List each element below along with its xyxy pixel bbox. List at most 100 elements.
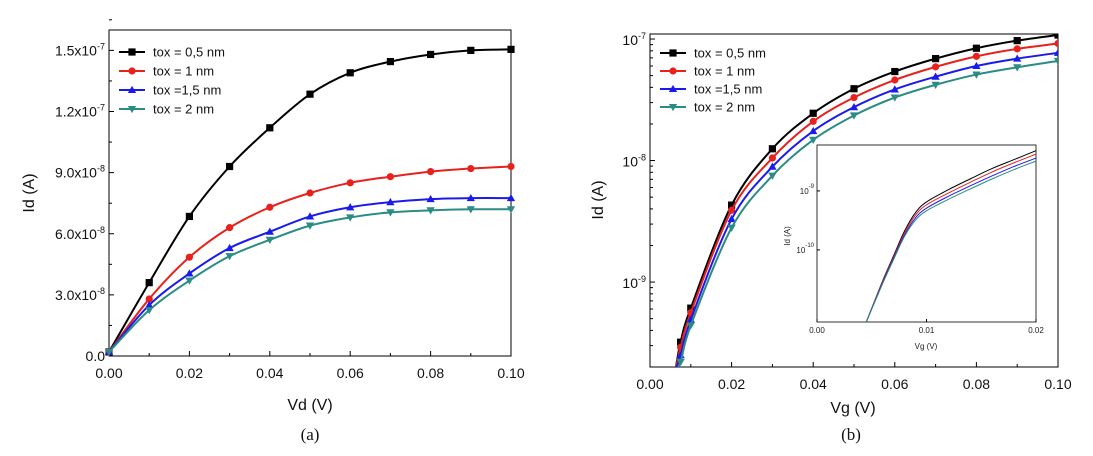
panel-b-ylabel: Id (A)	[590, 180, 607, 219]
data-point	[972, 71, 981, 79]
data-point	[266, 203, 274, 211]
inset-x-tick-label: 0.02	[1028, 326, 1044, 335]
data-point	[145, 300, 154, 309]
data-point	[306, 189, 314, 197]
data-point	[266, 124, 274, 132]
y-tick-label: 6.0x10-8	[55, 225, 105, 242]
legend-marker-3	[127, 105, 137, 114]
data-point	[728, 206, 736, 214]
y-tick-label: 9.0x10-8	[55, 164, 105, 181]
data-point	[931, 81, 940, 89]
data-point	[225, 243, 234, 252]
data-point	[727, 214, 736, 223]
legend-marker-2	[127, 85, 137, 94]
x-tick-label: 0.00	[95, 365, 122, 381]
data-point	[305, 222, 315, 230]
data-point	[891, 67, 899, 76]
data-point	[265, 236, 274, 245]
data-point	[849, 112, 859, 120]
y-tick-label: 0.0	[86, 348, 106, 364]
data-point	[467, 164, 475, 173]
data-point	[931, 72, 940, 80]
data-point	[346, 179, 354, 187]
legend-label-3: tox = 2 nm	[153, 102, 214, 117]
data-point	[426, 207, 435, 215]
data-point	[676, 358, 685, 367]
data-point	[507, 45, 515, 53]
inset-ticks: 0.00 0.01 0.02 10-10 10-9	[796, 184, 1044, 335]
data-point	[386, 209, 395, 217]
data-point	[1053, 48, 1058, 56]
data-point	[932, 63, 940, 71]
data-point	[185, 277, 194, 285]
data-point	[891, 76, 899, 84]
legend-label-2: tox =1,5 nm	[694, 82, 762, 97]
data-point	[1053, 57, 1058, 66]
x-tick-label: 0.00	[636, 376, 663, 392]
data-point	[768, 154, 777, 162]
data-point	[427, 50, 435, 59]
inset-x-tick-label: 0.00	[809, 326, 825, 335]
data-point	[386, 173, 394, 181]
y-tick-label: 10-9	[622, 274, 646, 291]
panel-b-ticks: 0.00 0.02 0.04 0.06 0.08 0.10 10-9 10-8 10-7	[622, 31, 1071, 392]
data-point	[850, 93, 858, 102]
data-point	[972, 52, 981, 60]
data-point	[145, 295, 153, 303]
y-tick-label: 10-7	[622, 31, 646, 48]
y-tick-label: 10-8	[622, 153, 646, 170]
legend-label-1: tox = 1 nm	[694, 64, 755, 79]
x-tick-label: 0.06	[881, 376, 908, 392]
y-tick-label: 1.5x10-7	[55, 41, 105, 58]
x-tick-label: 0.08	[417, 365, 444, 381]
panel-a-caption: (a)	[301, 425, 320, 444]
data-point	[507, 162, 515, 171]
y-tick-label: 1.2x10-7	[55, 103, 105, 120]
data-point	[145, 279, 153, 287]
inset-plot-frame	[816, 144, 1037, 323]
panel-b-inset-chart: 0.00 0.01 0.02 10-10 10-9 Vg (V) Id (A)	[783, 144, 1044, 351]
legend-marker-3	[668, 103, 678, 112]
data-point	[104, 348, 114, 357]
panel-a-series	[104, 45, 516, 357]
x-tick-label: 0.06	[337, 365, 364, 381]
legend-marker-1	[669, 67, 677, 75]
data-point	[890, 94, 899, 102]
data-point	[466, 206, 475, 214]
panel-b-chart: 0.00 0.02 0.04 0.06 0.08 0.10 10-9 10-8 10-7 tox…	[590, 31, 1072, 444]
data-point	[850, 85, 858, 93]
data-point	[506, 206, 516, 214]
legend-label-0: tox = 0,5 nm	[694, 46, 766, 61]
inset-series	[865, 150, 1037, 323]
data-point	[265, 227, 274, 235]
legend-label-3: tox = 2 nm	[694, 100, 755, 115]
legend-marker-0	[669, 49, 677, 57]
data-point	[972, 61, 981, 70]
series-line-2	[108, 197, 512, 353]
x-tick-label: 0.10	[1044, 376, 1071, 392]
inset-series-line-3	[865, 160, 1037, 323]
data-point	[677, 338, 685, 346]
data-point	[849, 103, 859, 111]
inset-y-tick-label: 10-10	[796, 243, 814, 255]
panel-a-legend: tox = 0,5 nm tox = 1 nm tox =1,5 nm tox = 2…	[119, 45, 225, 117]
data-point	[426, 194, 435, 203]
legend-marker-0	[128, 48, 136, 56]
data-point	[687, 304, 695, 312]
inset-x-tick-label: 0.01	[919, 326, 935, 335]
data-point	[768, 172, 777, 180]
data-point	[346, 203, 355, 211]
x-tick-label: 0.10	[497, 365, 524, 381]
data-point	[728, 201, 736, 209]
data-point	[506, 193, 516, 202]
data-point	[809, 126, 818, 135]
panel-a-xlabel: Vd (V)	[287, 397, 332, 414]
data-point	[809, 136, 818, 144]
data-point	[346, 214, 355, 222]
panel-b-legend: tox = 0,5 nm tox = 1 nm tox =1,5 nm tox = 2…	[660, 46, 766, 115]
data-point	[932, 55, 940, 63]
data-point	[768, 145, 776, 153]
data-point	[145, 307, 154, 315]
legend-label-1: tox = 1 nm	[153, 64, 214, 79]
